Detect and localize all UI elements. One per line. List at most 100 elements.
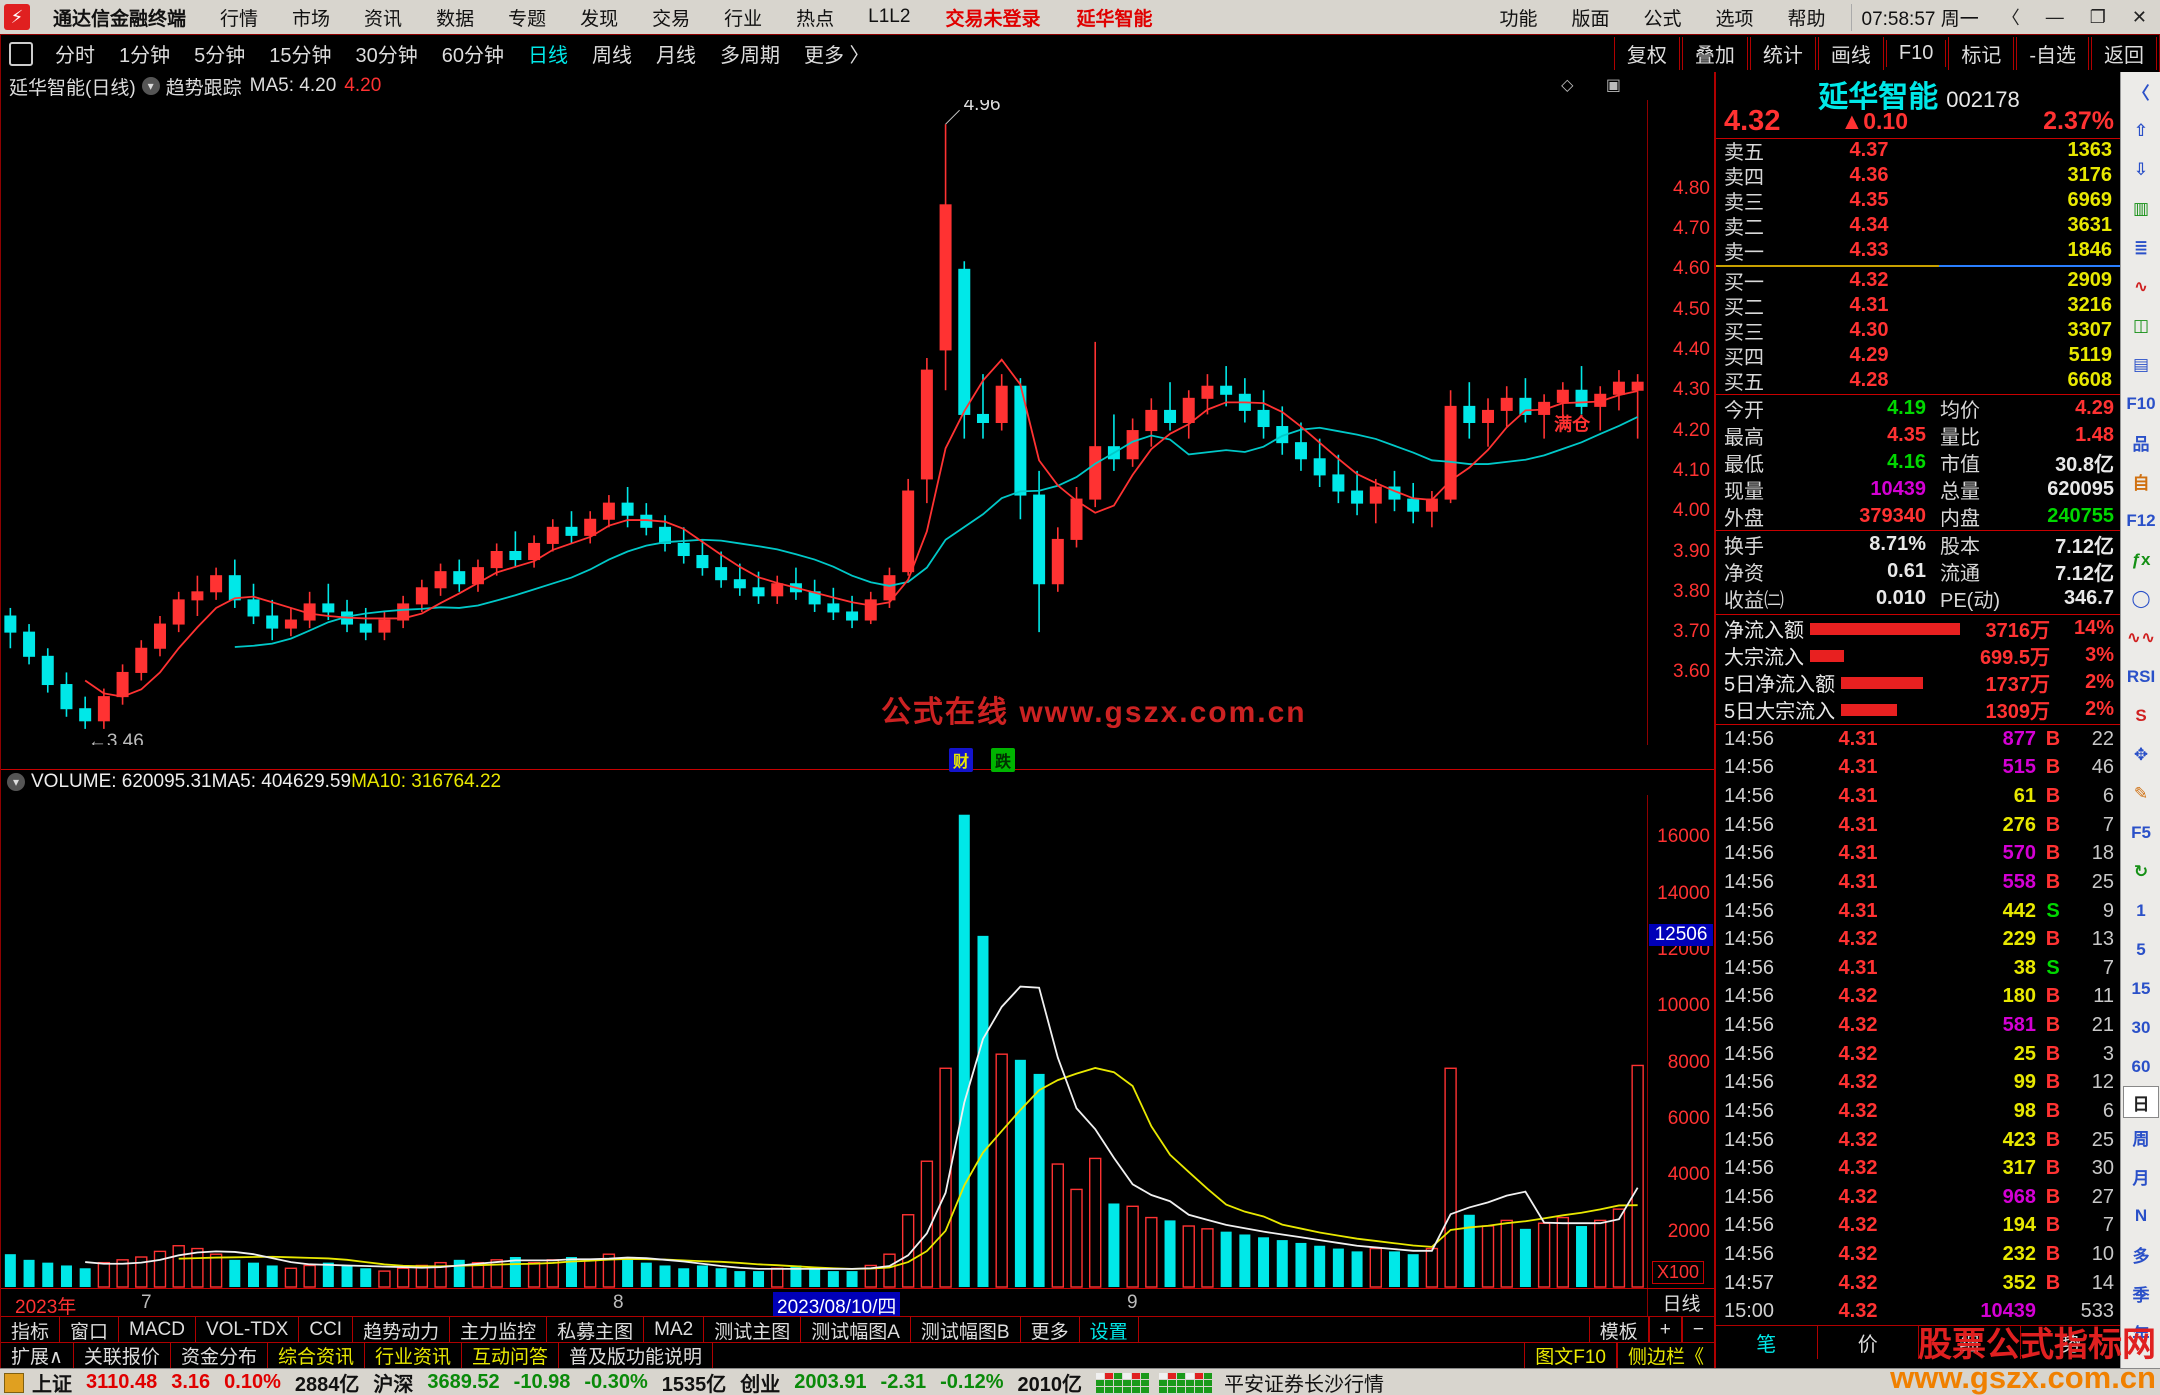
kline-view-icon[interactable]: ◫ <box>2132 315 2150 335</box>
back-button[interactable]: 〈 <box>2001 8 2020 28</box>
menu-item-11[interactable]: L1L2 <box>868 6 911 27</box>
indicator-name[interactable]: 趋势跟踪 <box>165 77 242 99</box>
menu-item-2[interactable]: 行情 <box>220 8 259 30</box>
tf-1min-button[interactable]: 1 <box>2136 900 2146 920</box>
bid-row[interactable]: 买五 4.28 6608 <box>1724 369 2112 394</box>
extension-tab-综合资讯[interactable]: 综合资讯 <box>268 1343 365 1368</box>
indicator-tab-主力监控[interactable]: 主力监控 <box>450 1317 548 1343</box>
status-market-icon[interactable] <box>4 1372 24 1393</box>
signal-icon[interactable]: S <box>2135 705 2147 725</box>
timeframe-日线[interactable]: 日线 <box>528 45 568 67</box>
indicator-tab-更多[interactable]: 更多 <box>1021 1317 1080 1343</box>
extension-tab-资金分布[interactable]: 资金分布 <box>171 1343 268 1368</box>
indicator-tab-测试幅图A[interactable]: 测试幅图A <box>801 1317 911 1343</box>
timeframe-更多 〉[interactable]: 更多 〉 <box>804 45 870 67</box>
timeframe-60分钟[interactable]: 60分钟 <box>441 45 504 67</box>
ask-row[interactable]: 卖五 4.37 1363 <box>1724 139 2112 164</box>
timeframe-多周期[interactable]: 多周期 <box>720 45 780 67</box>
tf-year-button[interactable]: 年 <box>2132 1325 2150 1344</box>
toolbar-button-F10[interactable]: F10 <box>1885 40 1947 67</box>
menu-item-9[interactable]: 行业 <box>724 8 763 30</box>
f5-switch-icon[interactable]: F5 <box>2131 822 2151 842</box>
timeframe-1分钟[interactable]: 1分钟 <box>119 45 171 67</box>
timeframe-周线[interactable]: 周线 <box>592 45 632 67</box>
extension-tab-互动问答[interactable]: 互动问答 <box>462 1343 559 1368</box>
bid-row[interactable]: 买四 4.29 5119 <box>1724 344 2112 369</box>
ask-row[interactable]: 卖三 4.35 6969 <box>1724 189 2112 214</box>
toolbar-button--自选[interactable]: -自选 <box>2016 37 2089 70</box>
extension-tab-行业资讯[interactable]: 行业资讯 <box>365 1343 462 1368</box>
f12-trade-icon[interactable]: F12 <box>2126 510 2156 530</box>
tick-list[interactable]: 14:56 4.31 877 B 22 14:56 4.31 515 B 46 14:56 4.31 6… <box>1716 724 2122 1326</box>
tf-15min-button[interactable]: 15 <box>2131 978 2151 998</box>
radar-icon[interactable]: ◯ <box>2131 588 2151 608</box>
page-up-icon[interactable]: ⇧ <box>2133 120 2149 140</box>
timeframe-5分钟[interactable]: 5分钟 <box>194 45 246 67</box>
formula-icon[interactable]: ƒx <box>2131 549 2151 569</box>
menu-right-2[interactable]: 版面 <box>1571 8 1610 30</box>
menu-item-8[interactable]: 交易 <box>652 8 691 30</box>
tf-multi-button[interactable]: 多 <box>2132 1247 2150 1266</box>
ask-row[interactable]: 卖四 4.36 3176 <box>1724 164 2112 189</box>
toolbar-button-统计[interactable]: 统计 <box>1749 37 1816 70</box>
menu-right-4[interactable]: 选项 <box>1715 8 1754 30</box>
refresh-icon[interactable]: ↻ <box>2133 861 2149 881</box>
tf-month-button[interactable]: 月 <box>2132 1169 2150 1188</box>
chart-corner-icons[interactable]: ◇ ▣ <box>1561 77 1635 94</box>
menu-right-5[interactable]: 帮助 <box>1787 8 1826 30</box>
toolbar-button-画线[interactable]: 画线 <box>1817 37 1884 70</box>
tf-60min-button[interactable]: 60 <box>2131 1056 2151 1076</box>
move-layout-icon[interactable]: ✥ <box>2133 744 2149 764</box>
extension-tab-关联报价[interactable]: 关联报价 <box>74 1343 171 1368</box>
report-table-icon[interactable]: ▥ <box>2132 198 2150 218</box>
ask-row[interactable]: 卖二 4.34 3631 <box>1724 214 2112 239</box>
template-button-模板[interactable]: 模板 <box>1588 1317 1649 1343</box>
bid-row[interactable]: 买三 4.30 3307 <box>1724 319 2112 344</box>
bid-row[interactable]: 买一 4.32 2909 <box>1724 269 2112 294</box>
menu-item-1[interactable]: 通达信金融终端 <box>53 8 187 30</box>
restore-button[interactable]: ❐ <box>2089 6 2106 27</box>
tf-5min-button[interactable]: 5 <box>2136 939 2146 959</box>
menu-right-1[interactable]: 功能 <box>1499 8 1538 30</box>
menu-right-3[interactable]: 公式 <box>1643 8 1682 30</box>
menu-item-6[interactable]: 专题 <box>508 8 547 30</box>
indicator-tab-私募主图[interactable]: 私募主图 <box>547 1317 645 1343</box>
toolbar-button-叠加[interactable]: 叠加 <box>1681 37 1748 70</box>
indicator-tab-指标[interactable]: 指标 <box>1 1317 61 1343</box>
panel-tab-细[interactable]: 细 <box>1919 1326 2021 1359</box>
indicator-tab-测试主图[interactable]: 测试主图 <box>704 1317 802 1343</box>
menu-item-4[interactable]: 资讯 <box>364 8 403 30</box>
page-down-icon[interactable]: ⇩ <box>2133 159 2149 179</box>
panel-tab-价[interactable]: 价 <box>1818 1326 1919 1359</box>
toolbar-button-返回[interactable]: 返回 <box>2091 37 2157 70</box>
footer-button-侧边栏《[interactable]: 侧边栏《 <box>1616 1343 1715 1368</box>
tf-30min-button[interactable]: 30 <box>2131 1017 2151 1037</box>
menu-alert-1[interactable]: 交易未登录 <box>945 8 1041 30</box>
footer-button-图文F10[interactable]: 图文F10 <box>1524 1343 1617 1368</box>
menu-item-5[interactable]: 数据 <box>436 8 475 30</box>
collapse-panel-icon[interactable]: 〈 <box>2132 84 2150 103</box>
rsi-indicator-icon[interactable]: RSI <box>2126 666 2156 686</box>
toolbar-button-复权[interactable]: 复权 <box>1613 37 1680 70</box>
layout-icon[interactable] <box>9 41 33 66</box>
trend-line-icon[interactable]: ∿ <box>2133 276 2149 296</box>
tf-quarter-button[interactable]: 季 <box>2132 1286 2150 1305</box>
close-button[interactable]: ✕ <box>2131 6 2147 27</box>
menu-alert-2[interactable]: 延华智能 <box>1076 8 1153 30</box>
toolbar-button-标记[interactable]: 标记 <box>1948 37 2015 70</box>
block-tree-icon[interactable]: 品 <box>2132 435 2150 454</box>
menu-item-3[interactable]: 市场 <box>292 8 331 30</box>
quote-list-icon[interactable]: ≣ <box>2133 237 2149 257</box>
indicator-tab-设置[interactable]: 设置 <box>1080 1317 1139 1343</box>
timeframe-15分钟[interactable]: 15分钟 <box>269 45 332 67</box>
tf-week-button[interactable]: 周 <box>2132 1130 2150 1149</box>
bid-row[interactable]: 买二 4.31 3216 <box>1724 294 2112 319</box>
indicator-tab-窗口[interactable]: 窗口 <box>60 1317 120 1343</box>
template-button-+[interactable]: + <box>1648 1317 1682 1343</box>
draw-pencil-icon[interactable]: ✎ <box>2133 783 2149 803</box>
menu-item-10[interactable]: 热点 <box>796 8 835 30</box>
period-cell[interactable]: 日线 <box>1647 1289 1715 1316</box>
volume-dropdown-icon[interactable]: ▾ <box>7 773 25 791</box>
panel-tab-笔[interactable]: 笔 <box>1716 1326 1818 1359</box>
news-panel-icon[interactable]: ▤ <box>2132 354 2150 374</box>
